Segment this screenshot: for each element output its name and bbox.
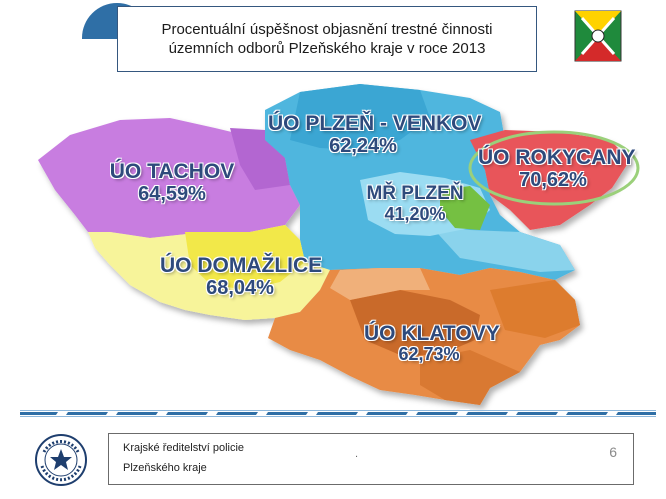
region-tachov-east bbox=[230, 128, 290, 190]
label-mr-plzen-name: MŘ PLZEŇ bbox=[366, 183, 464, 204]
region-klatovy-east bbox=[490, 280, 580, 338]
region-domazlice-center bbox=[185, 225, 305, 290]
label-klatovy-value: 62,73% bbox=[398, 344, 460, 365]
label-domazlice-name: ÚO DOMAŽLICE bbox=[160, 254, 323, 277]
region-mr-plzen-green bbox=[440, 186, 490, 230]
region-klatovy-south bbox=[420, 350, 520, 405]
label-plzen-venkov-value: 62,24% bbox=[329, 135, 397, 158]
label-plzen-venkov: ÚO PLZEŇ - VENKOV 62,24% bbox=[268, 112, 482, 158]
label-mr-plzen-value: 41,20% bbox=[384, 203, 446, 224]
footer-box: Krajské ředitelství policie Plzeňského k… bbox=[108, 433, 634, 485]
footer-organization-line2: Plzeňského kraje bbox=[123, 462, 207, 474]
police-logo-icon bbox=[35, 434, 87, 486]
region-klatovy-dark bbox=[350, 290, 480, 355]
region-plzen-venkov-south bbox=[430, 225, 575, 272]
region-map bbox=[38, 84, 640, 405]
rokycany-highlight-ring bbox=[468, 130, 640, 206]
footer-dot: . bbox=[355, 448, 359, 460]
label-rokycany-value: 70,62% bbox=[519, 169, 587, 192]
slide-title-line-1: Procentuální úspěšnost objasnění trestné… bbox=[161, 21, 493, 38]
region-rokycany bbox=[470, 130, 630, 230]
label-rokycany: ÚO ROKYCANY 70,62% bbox=[478, 146, 636, 192]
decorative-band bbox=[20, 409, 656, 418]
slide-title-box: Procentuální úspěšnost objasnění trestné… bbox=[117, 6, 537, 72]
region-tachov bbox=[38, 118, 300, 238]
label-tachov-name: ÚO TACHOV bbox=[109, 160, 235, 183]
page-number: 6 bbox=[609, 444, 617, 460]
footer-organization-line1: Krajské ředitelství policie bbox=[123, 442, 245, 454]
region-klatovy-light bbox=[330, 268, 430, 300]
label-tachov: ÚO TACHOV 64,59% bbox=[102, 160, 242, 205]
label-mr-plzen: MŘ PLZEŇ 41,20% bbox=[360, 183, 470, 225]
label-domazlice: ÚO DOMAŽLICE 68,04% bbox=[160, 254, 323, 300]
slide-title-line-2: územních odborů Plzeňského kraje v roce … bbox=[168, 40, 486, 57]
label-tachov-value: 64,59% bbox=[138, 183, 206, 206]
label-plzen-venkov-name: ÚO PLZEŇ - VENKOV bbox=[268, 112, 482, 135]
label-domazlice-value: 68,04% bbox=[206, 277, 274, 300]
label-klatovy-name: ÚO KLATOVY bbox=[364, 322, 500, 345]
label-rokycany-name: ÚO ROKYCANY bbox=[478, 146, 636, 169]
label-klatovy: ÚO KLATOVY 62,73% bbox=[364, 322, 500, 365]
regional-emblem-icon bbox=[574, 10, 622, 62]
region-plzen-venkov-north bbox=[290, 84, 430, 150]
